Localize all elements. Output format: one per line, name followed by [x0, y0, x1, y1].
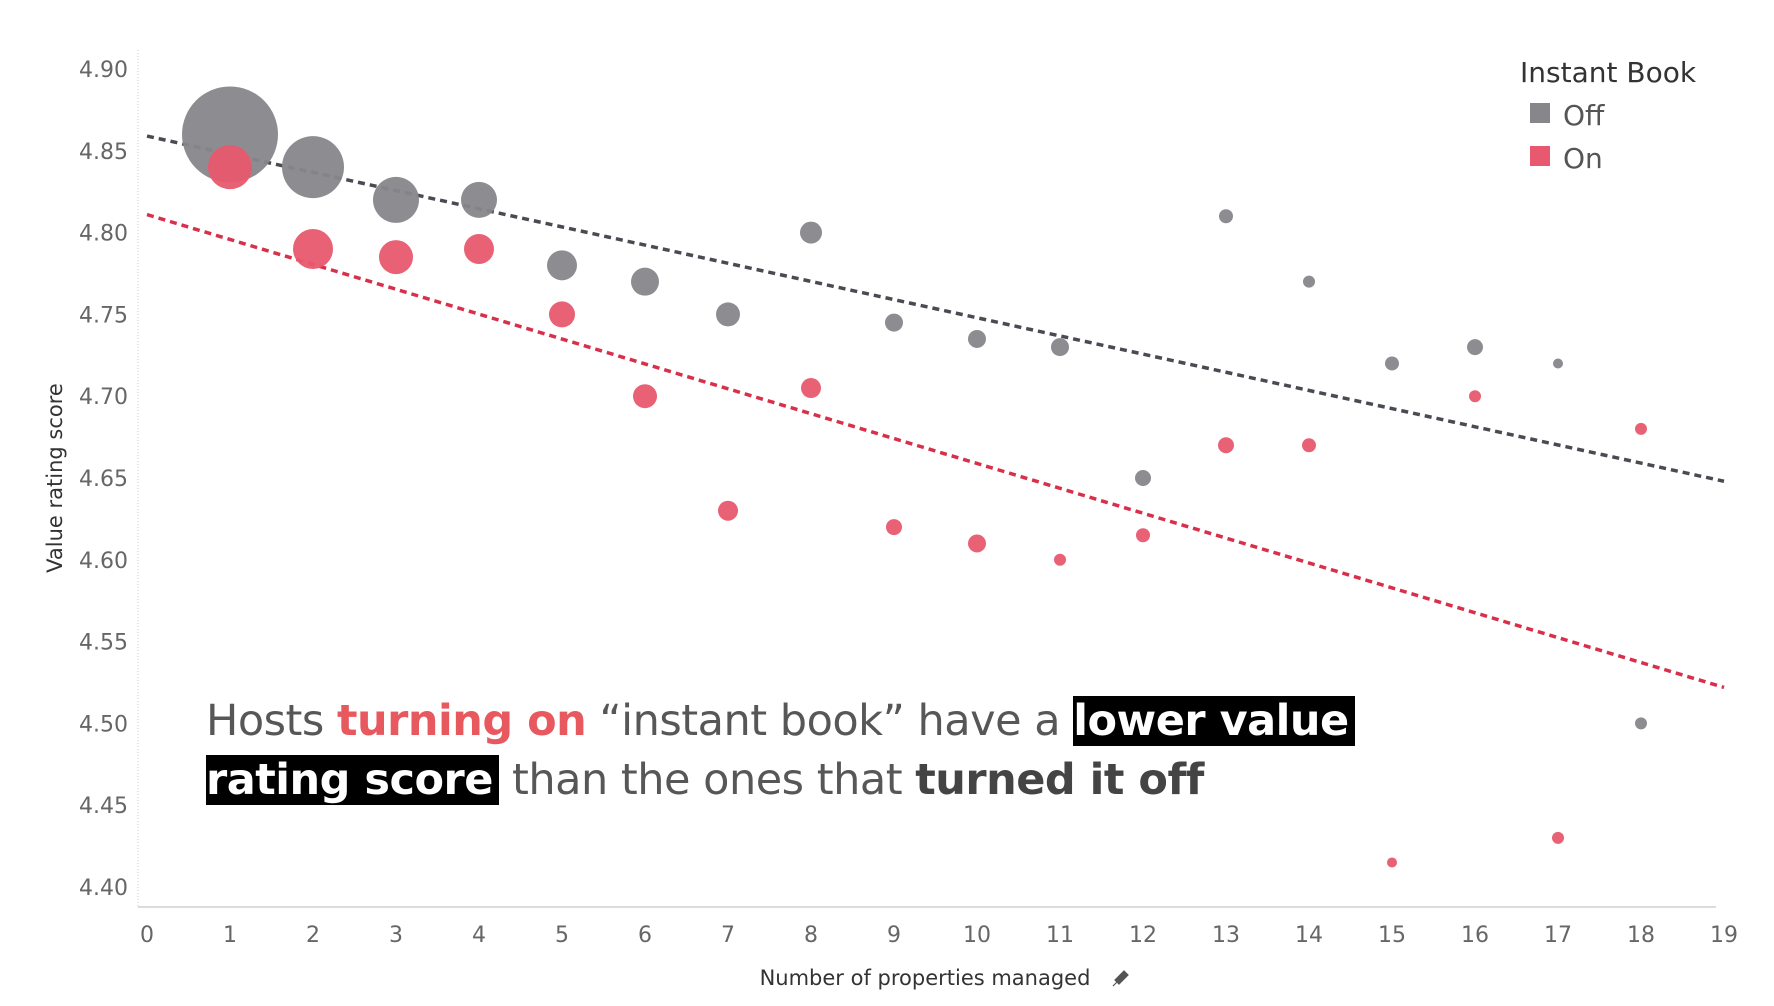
- point-off: [373, 176, 419, 223]
- y-tick-label: 4.75: [79, 303, 128, 328]
- x-tick-label: 6: [638, 923, 652, 948]
- point-off: [631, 267, 659, 296]
- point-on: [464, 233, 494, 264]
- legend-swatch-on: [1530, 146, 1550, 166]
- point-off: [1553, 358, 1563, 369]
- point-on: [379, 240, 413, 275]
- x-tick-label: 14: [1295, 923, 1323, 948]
- x-axis-title: Number of properties managed: [760, 966, 1091, 990]
- point-off: [1051, 338, 1069, 357]
- x-tick-label: 8: [804, 923, 818, 948]
- x-tick-label: 5: [555, 923, 569, 948]
- y-tick-label: 4.60: [79, 549, 128, 574]
- point-on: [718, 500, 738, 521]
- y-tick-label: 4.50: [79, 712, 128, 737]
- point-on: [293, 228, 333, 269]
- y-tick-label: 4.65: [79, 467, 128, 492]
- point-on: [1054, 553, 1066, 566]
- point-off: [800, 221, 822, 244]
- legend-swatch-off: [1530, 103, 1550, 123]
- y-axis-title: Value rating score: [43, 383, 67, 573]
- point-on: [1302, 438, 1316, 453]
- legend-title: Instant Book: [1520, 56, 1697, 89]
- y-tick-label: 4.85: [79, 140, 128, 165]
- point-off: [716, 302, 740, 327]
- annotation-highlight-lower-value: lower value: [1073, 696, 1355, 746]
- point-on: [801, 378, 821, 399]
- y-tick-labels: 4.40 4.45 4.50 4.55 4.60 4.65 4.70 4.75 4.80 4.85…: [79, 58, 128, 901]
- x-tick-labels: 0 1 2 3 4 5 6 7 8 9 10 11 12 13 14 15 16 17 18 19: [140, 923, 1738, 948]
- point-off: [182, 86, 278, 183]
- axes: [137, 50, 1716, 908]
- point-on: [1136, 528, 1150, 543]
- x-tick-label: 17: [1544, 923, 1572, 948]
- x-tick-label: 2: [306, 923, 320, 948]
- x-tick-label: 13: [1212, 923, 1240, 948]
- point-on: [1218, 437, 1234, 454]
- point-off: [547, 250, 577, 281]
- trendline-on: [146, 212, 1725, 690]
- y-tick-label: 4.45: [79, 794, 128, 819]
- annotation-highlight-rating-score: rating score: [206, 755, 499, 805]
- x-tick-label: 7: [721, 923, 735, 948]
- annotation-text: “instant book” have a: [586, 696, 1074, 746]
- point-on: [1469, 390, 1481, 403]
- annotation-bold-turned-it-off: turned it off: [915, 755, 1204, 805]
- point-on: [1635, 422, 1647, 435]
- point-off: [1467, 339, 1483, 356]
- point-off: [1635, 717, 1647, 730]
- x-tick-label: 11: [1046, 923, 1074, 948]
- x-tick-label: 0: [140, 923, 154, 948]
- legend: Instant Book Off On: [1520, 56, 1697, 175]
- x-tick-label: 4: [472, 923, 486, 948]
- point-off: [461, 181, 497, 218]
- pin-icon[interactable]: [1112, 970, 1129, 987]
- point-on: [549, 301, 575, 328]
- point-on: [633, 384, 657, 409]
- point-off: [282, 136, 344, 199]
- chart-annotation: Hosts turning on “instant book” have a l…: [206, 692, 1406, 810]
- y-tick-label: 4.90: [79, 58, 128, 83]
- point-on: [1387, 857, 1397, 868]
- point-on: [208, 145, 252, 190]
- x-tick-label: 10: [963, 923, 991, 948]
- point-off: [1135, 470, 1151, 486]
- y-tick-label: 4.55: [79, 631, 128, 656]
- annotation-text: Hosts: [206, 696, 337, 746]
- x-tick-label: 9: [887, 923, 901, 948]
- x-tick-label: 12: [1129, 923, 1157, 948]
- point-on: [1552, 831, 1564, 844]
- annotation-text: than the ones that: [498, 755, 916, 805]
- point-on: [968, 534, 986, 553]
- x-tick-label: 15: [1378, 923, 1406, 948]
- y-tick-label: 4.40: [79, 876, 128, 901]
- data-points: [182, 86, 1647, 868]
- legend-label-on: On: [1563, 142, 1603, 175]
- x-tick-label: 18: [1627, 923, 1655, 948]
- legend-label-off: Off: [1563, 99, 1605, 132]
- y-tick-label: 4.80: [79, 222, 128, 247]
- y-tick-label: 4.70: [79, 385, 128, 410]
- x-tick-label: 1: [223, 923, 237, 948]
- point-off: [1303, 275, 1315, 288]
- point-on: [886, 519, 902, 536]
- point-off: [1385, 356, 1399, 371]
- annotation-highlight-turning-on: turning on: [336, 696, 587, 746]
- x-tick-label: 16: [1461, 923, 1489, 948]
- point-off: [1219, 209, 1233, 224]
- x-tick-label: 19: [1710, 923, 1738, 948]
- point-off: [885, 313, 903, 332]
- x-tick-label: 3: [389, 923, 403, 948]
- point-off: [968, 329, 986, 348]
